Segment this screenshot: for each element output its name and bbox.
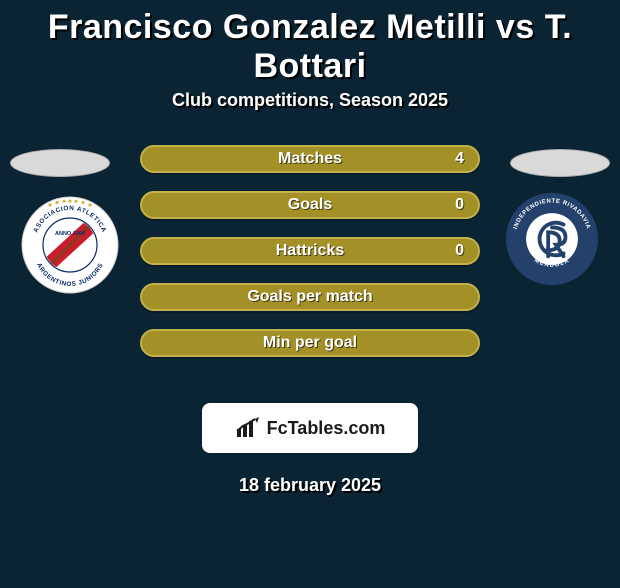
stat-row-matches: Matches 4 bbox=[140, 145, 480, 173]
stat-right-value: 0 bbox=[455, 196, 464, 214]
club-badge-left: ASOCIACION ATLETICA ARGENTINOS JUNIORS A… bbox=[20, 195, 120, 295]
comparison-stage: ASOCIACION ATLETICA ARGENTINOS JUNIORS A… bbox=[0, 145, 620, 385]
page-title: Francisco Gonzalez Metilli vs T. Bottari bbox=[10, 8, 610, 86]
stat-pills: Matches 4 Goals 0 Hattricks 0 Goals per … bbox=[140, 145, 480, 357]
stat-label: Goals per match bbox=[247, 288, 372, 306]
stat-label: Min per goal bbox=[263, 334, 357, 352]
brand-text: FcTables.com bbox=[267, 418, 386, 439]
stat-row-mpg: Min per goal bbox=[140, 329, 480, 357]
player2-oval bbox=[510, 149, 610, 177]
stat-row-gpm: Goals per match bbox=[140, 283, 480, 311]
player1-name: Francisco Gonzalez Metilli bbox=[48, 8, 486, 46]
stat-row-hattricks: Hattricks 0 bbox=[140, 237, 480, 265]
club-badge-right: INDEPENDIENTE RIVADAVIA MENDOZA bbox=[504, 191, 600, 287]
brand-box: FcTables.com bbox=[202, 403, 418, 453]
subtitle: Club competitions, Season 2025 bbox=[0, 90, 620, 111]
stat-label: Matches bbox=[278, 150, 342, 168]
vs-text: vs bbox=[496, 8, 535, 46]
player1-oval bbox=[10, 149, 110, 177]
club-left-center-text: ANNO 1904 bbox=[55, 231, 86, 237]
stat-row-goals: Goals 0 bbox=[140, 191, 480, 219]
brand-bars-icon bbox=[235, 417, 261, 439]
stat-right-value: 0 bbox=[455, 242, 464, 260]
stat-label: Goals bbox=[288, 196, 332, 214]
stat-label: Hattricks bbox=[276, 242, 344, 260]
stat-right-value: 4 bbox=[455, 150, 464, 168]
date-text: 18 february 2025 bbox=[0, 475, 620, 496]
